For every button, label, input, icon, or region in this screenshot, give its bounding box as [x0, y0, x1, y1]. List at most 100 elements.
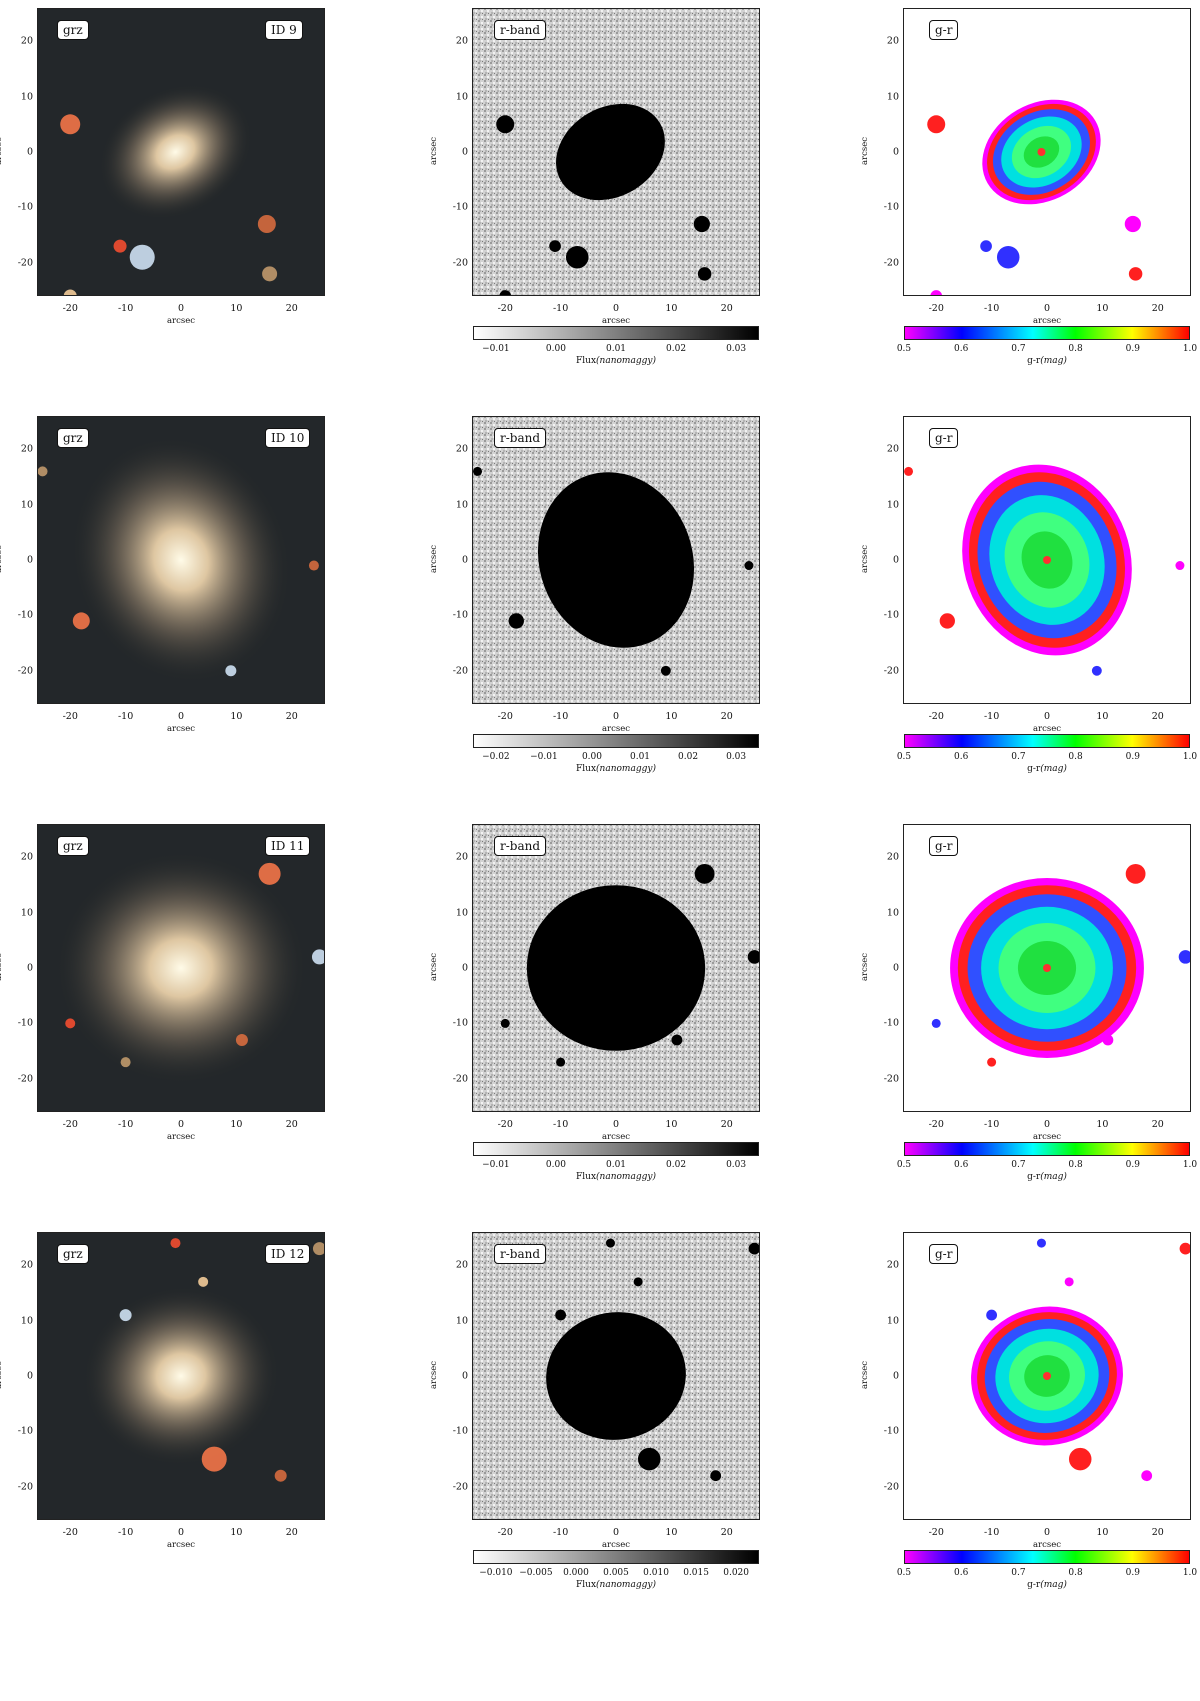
colorbar-tick: 0.01	[605, 344, 627, 354]
y-tick-label: -10	[17, 609, 33, 621]
g-r-colorbar	[904, 734, 1190, 748]
y-tick-label: 10	[886, 499, 899, 511]
y-tick-label: -20	[17, 1481, 33, 1493]
x-tick-label: -10	[117, 1527, 134, 1538]
x-tick-label: -10	[552, 1119, 569, 1130]
x-axis-label: arcsec	[166, 1540, 196, 1550]
y-tick-label: -10	[452, 201, 468, 213]
grz-label: grz	[57, 428, 89, 448]
y-tick-label: -10	[452, 1425, 468, 1437]
x-tick-label: -10	[117, 1119, 134, 1130]
figure-row-2: grz ID 10 r-band g-r -20 -10 0 10 20 20 10 0 -10 -20 a…	[0, 408, 1200, 828]
y-axis-label: arcsec	[860, 544, 871, 574]
colorbar-tick: 0.005	[603, 1568, 629, 1578]
y-tick-label: 20	[20, 443, 33, 455]
grz-image	[37, 824, 325, 1112]
x-axis-label: arcsec	[1032, 1132, 1062, 1142]
grz-label: grz	[57, 1244, 89, 1264]
x-tick-label: -10	[117, 303, 134, 314]
y-tick-label: 20	[20, 35, 33, 47]
g-r-color-map	[903, 1232, 1191, 1520]
x-tick-label: 0	[1043, 711, 1051, 722]
g-r-axis-label: g-r	[1027, 1580, 1041, 1590]
y-tick-label: -20	[452, 1481, 468, 1493]
g-r-colorbar-label: g-r(mag)	[1027, 356, 1067, 366]
colorbar-tick: 1.0	[1182, 344, 1198, 354]
figure-row-4: grz ID 12 r-band g-r -20 -10 0 10 20 20 10 0 -10 -20 a…	[0, 1224, 1200, 1644]
y-axis-label: arcsec	[0, 1360, 5, 1390]
colorbar-tick: 0.9	[1125, 752, 1140, 762]
x-tick-label: 20	[720, 711, 733, 722]
figure-row-1: grz ID 9 r-band g-r -20 -10 0 10 20 20 10 0 -10 -20 ar…	[0, 0, 1200, 420]
mag-unit: (mag)	[1040, 764, 1067, 774]
r-band-image	[472, 8, 760, 296]
r-band-image	[472, 1232, 760, 1520]
r-band-image	[472, 824, 760, 1112]
flux-label: Flux	[576, 1580, 597, 1590]
colorbar-tick: 0.8	[1068, 1160, 1083, 1170]
colorbar-tick: 0.8	[1068, 344, 1083, 354]
y-tick-label: 0	[461, 962, 468, 974]
y-tick-label: 20	[455, 443, 468, 455]
g-r-colorbar	[904, 1142, 1190, 1156]
y-tick-label: 20	[886, 443, 899, 455]
x-tick-label: 10	[665, 1119, 678, 1130]
x-axis-label: arcsec	[1032, 316, 1062, 326]
x-tick-label: 20	[1151, 303, 1164, 314]
y-tick-label: -20	[883, 665, 899, 677]
x-tick-label: 10	[1096, 711, 1109, 722]
colorbar-tick: 0.7	[1011, 1160, 1026, 1170]
y-tick-label: -20	[883, 257, 899, 269]
x-axis-label: arcsec	[601, 316, 631, 326]
flux-unit: (nanomaggy)	[596, 356, 656, 366]
x-tick-label: 20	[1151, 711, 1164, 722]
x-tick-label: 0	[1043, 303, 1051, 314]
y-axis-label: arcsec	[860, 1360, 871, 1390]
galaxy-id-label: ID 10	[265, 428, 311, 448]
grz-image	[37, 1232, 325, 1520]
r-band-label: r-band	[494, 836, 547, 856]
y-tick-label: 0	[461, 554, 468, 566]
x-tick-label: -20	[928, 1527, 944, 1538]
colorbar-tick: 1.0	[1182, 752, 1198, 762]
colorbar-tick: 1.0	[1182, 1160, 1198, 1170]
y-tick-label: 0	[461, 146, 468, 158]
x-tick-label: -10	[552, 1527, 569, 1538]
g-r-colorbar	[904, 1550, 1190, 1564]
y-tick-label: -20	[883, 1073, 899, 1085]
r-band-label: r-band	[494, 1244, 547, 1264]
x-tick-label: 10	[1096, 1119, 1109, 1130]
y-tick-label: 20	[886, 851, 899, 863]
x-tick-label: 10	[665, 1527, 678, 1538]
colorbar-tick: 0.8	[1068, 1568, 1083, 1578]
y-tick-label: 10	[20, 91, 33, 103]
x-axis-label: arcsec	[1032, 1540, 1062, 1550]
colorbar-tick: 0.8	[1068, 752, 1083, 762]
colorbar-tick: 0.015	[683, 1568, 709, 1578]
colorbar-tick: 0.000	[563, 1568, 589, 1578]
colorbar-tick: 0.9	[1125, 1160, 1140, 1170]
g-r-label: g-r	[929, 428, 959, 448]
y-tick-label: -10	[17, 1017, 33, 1029]
colorbar-tick: 0.9	[1125, 1568, 1140, 1578]
colorbar-tick: 0.010	[643, 1568, 669, 1578]
colorbar-tick: 0.9	[1125, 344, 1140, 354]
flux-label: Flux	[576, 1172, 597, 1182]
x-tick-label: 10	[1096, 1527, 1109, 1538]
x-tick-label: 20	[285, 303, 298, 314]
y-tick-label: 20	[455, 851, 468, 863]
galaxy-id-label: ID 9	[265, 20, 303, 40]
colorbar-tick: 0.00	[545, 1160, 566, 1170]
y-tick-label: 20	[886, 1259, 899, 1271]
x-tick-label: -20	[928, 1119, 944, 1130]
x-tick-label: -10	[983, 1527, 1000, 1538]
y-tick-label: 20	[20, 851, 33, 863]
colorbar-tick: 0.6	[954, 1568, 969, 1578]
colorbar-tick: 0.02	[666, 1160, 687, 1170]
colorbar-tick: 0.5	[896, 1568, 912, 1578]
colorbar-tick: 0.03	[726, 752, 747, 762]
y-tick-label: -10	[883, 609, 899, 621]
y-tick-label: 10	[455, 91, 468, 103]
x-tick-label: 20	[720, 303, 733, 314]
x-tick-label: 10	[230, 1119, 243, 1130]
